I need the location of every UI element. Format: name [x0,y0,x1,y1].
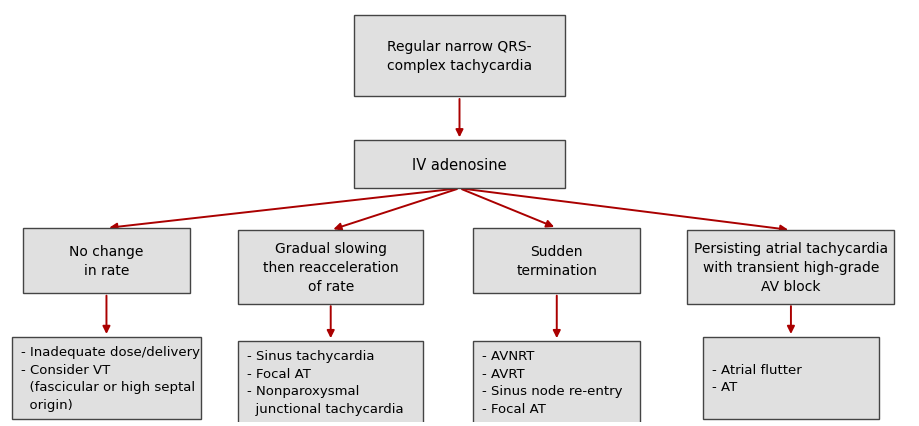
FancyBboxPatch shape [238,341,423,423]
Text: Persisting atrial tachycardia
with transient high-grade
AV block: Persisting atrial tachycardia with trans… [694,242,888,293]
Text: Regular narrow QRS-
complex tachycardia: Regular narrow QRS- complex tachycardia [387,40,532,73]
Text: - AVNRT
- AVRT
- Sinus node re-entry
- Focal AT: - AVNRT - AVRT - Sinus node re-entry - F… [482,349,623,415]
Text: Sudden
termination: Sudden termination [516,245,597,277]
FancyBboxPatch shape [354,141,565,189]
FancyBboxPatch shape [703,337,879,419]
FancyBboxPatch shape [12,337,201,419]
FancyBboxPatch shape [473,229,640,294]
Text: Gradual slowing
then reacceleration
of rate: Gradual slowing then reacceleration of r… [263,242,399,293]
FancyBboxPatch shape [354,16,565,97]
Text: - Atrial flutter
- AT: - Atrial flutter - AT [712,363,802,393]
Text: IV adenosine: IV adenosine [413,158,506,173]
Text: No change
in rate: No change in rate [69,245,143,277]
FancyBboxPatch shape [473,341,640,423]
FancyBboxPatch shape [23,229,189,294]
FancyBboxPatch shape [238,231,423,304]
Text: - Inadequate dose/delivery
- Consider VT
  (fascicular or high septal
  origin): - Inadequate dose/delivery - Consider VT… [21,345,200,411]
Text: - Sinus tachycardia
- Focal AT
- Nonparoxysmal
  junctional tachycardia: - Sinus tachycardia - Focal AT - Nonparo… [247,349,404,415]
FancyBboxPatch shape [687,231,894,304]
